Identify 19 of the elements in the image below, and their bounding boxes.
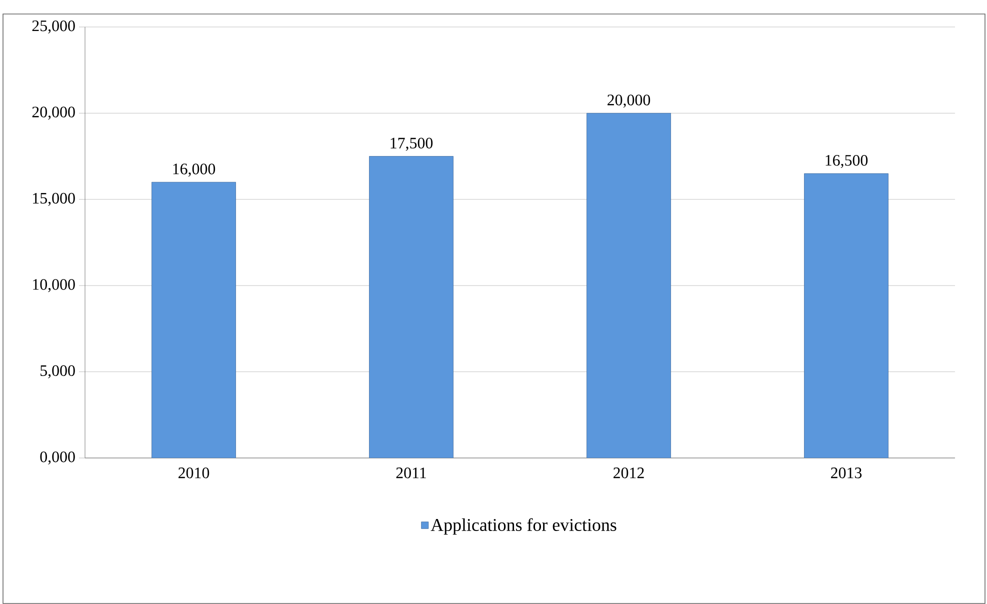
y-tick-label: 15,000 [33, 192, 75, 206]
y-tick-label: 5,000 [40, 365, 75, 378]
y-tick-label: 25,000 [32, 20, 75, 34]
x-tick-label: 2010 [178, 468, 210, 478]
data-label: 17,500 [390, 138, 433, 151]
bar [804, 173, 888, 458]
x-tick-label: 2011 [396, 468, 426, 478]
bar [586, 112, 671, 458]
bar [152, 182, 236, 458]
data-label: 20,000 [608, 94, 650, 108]
x-tick-label: 2012 [614, 468, 644, 478]
y-tick-label: 10,000 [33, 279, 75, 292]
bar [369, 156, 454, 458]
y-tick-label: 0,000 [40, 451, 75, 465]
data-label: 16,000 [173, 164, 216, 177]
y-tick-label: 20,000 [32, 106, 75, 120]
x-tick-label: 2013 [831, 468, 862, 478]
legend-label: Applications for evictions [430, 518, 616, 535]
data-label: 16,500 [826, 154, 868, 168]
